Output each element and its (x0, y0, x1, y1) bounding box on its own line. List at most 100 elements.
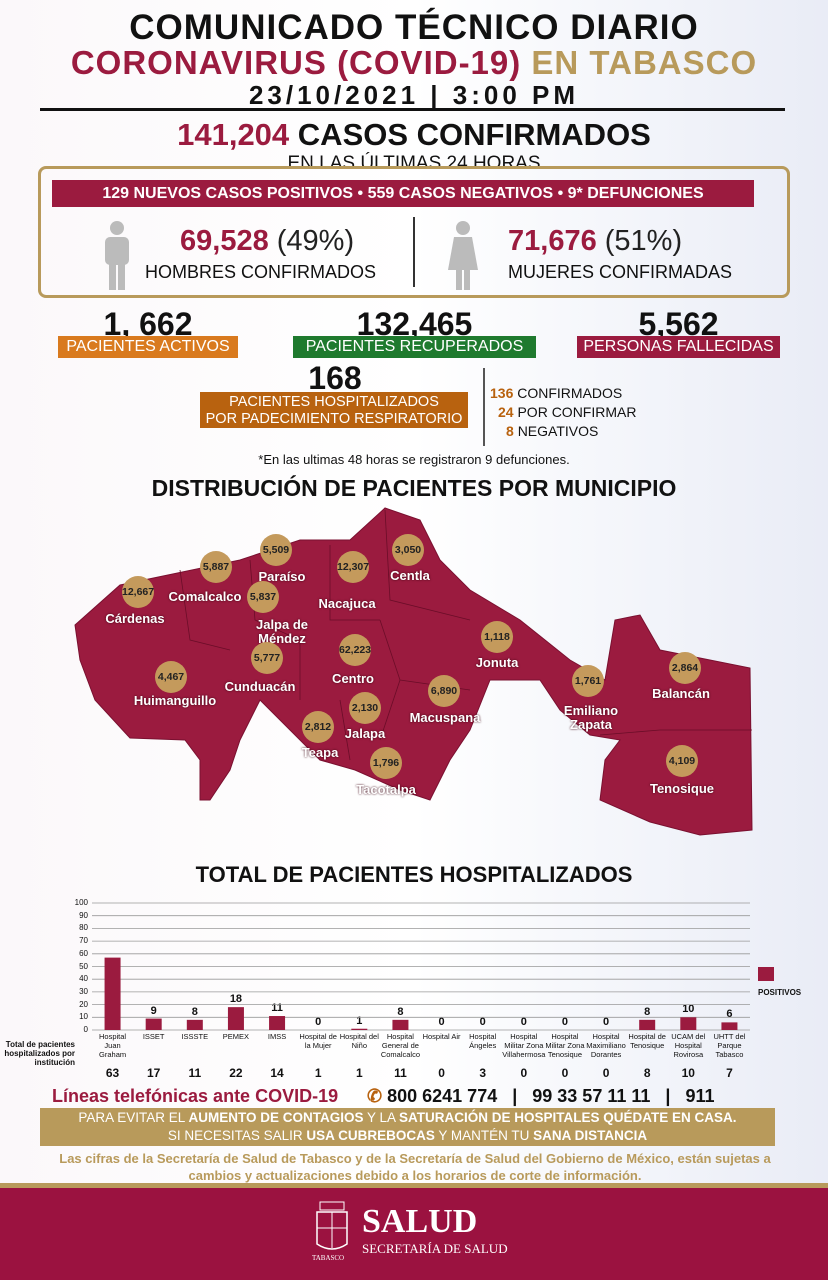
bar-value-label: 0 (315, 1016, 322, 1028)
bar-value-label: 0 (561, 1016, 568, 1028)
footer (0, 1188, 828, 1280)
municipality-cases-bubble: 5,777 (251, 642, 283, 674)
bar-value-label: 0 (479, 1016, 486, 1028)
y-tick-label: 60 (79, 948, 88, 958)
institution-total: 0 (520, 1066, 528, 1080)
page-subtitle: CORONAVIRUS (COVID-19) EN TABASCO (0, 44, 828, 82)
municipality-cases-bubble: 5,509 (260, 534, 292, 566)
divider (413, 217, 415, 287)
bar (351, 1028, 368, 1030)
municipality-cases-bubble: 2,864 (669, 652, 701, 684)
municipality-name: Teapa (301, 745, 339, 760)
y-tick-label: 30 (79, 986, 88, 996)
deceased-label: PERSONAS FALLECIDAS (577, 336, 780, 358)
municipality-cases-bubble: 12,307 (337, 551, 369, 583)
x-category-label: Hospital Ángeles (469, 1032, 497, 1050)
municipality-cases-bubble: 1,796 (370, 747, 402, 779)
x-category-label: ISSET (142, 1032, 165, 1041)
confirmed-cases: 141,204 CASOS CONFIRMADOS (0, 117, 828, 153)
totals-label: Total de pacientes hospitalizados por in… (4, 1040, 75, 1067)
hospitalized-value: 168 (308, 360, 362, 396)
municipality-name: Comalcalco (168, 589, 242, 604)
bar-value-label: 8 (397, 1005, 404, 1018)
municipality-cases-bubble: 12,667 (122, 576, 154, 608)
x-category-label: UHTT del Parque Tabasco (713, 1032, 746, 1059)
women-count: 71,676 (51%) (508, 225, 683, 257)
brand-salud: SALUD (362, 1203, 478, 1240)
hospitalized-label: PACIENTES HOSPITALIZADOS POR PADECIMIENTO… (200, 392, 468, 428)
disclaimer: Las cifras de la Secretaría de Salud de … (59, 1151, 771, 1183)
municipality-name: Paraíso (258, 569, 306, 584)
man-icon (105, 221, 129, 290)
institution-total: 1 (314, 1066, 322, 1080)
footer-stripe (0, 1183, 828, 1189)
municipality-name: Tacotalpa (356, 782, 416, 797)
institution-total: 7 (726, 1066, 733, 1080)
bar-value-label: 0 (603, 1016, 610, 1028)
seal-text: TABASCO (312, 1254, 345, 1262)
bar (269, 1016, 286, 1030)
bar (145, 1018, 162, 1030)
bar-value-label: 18 (229, 993, 243, 1006)
x-category-label: PEMEX (222, 1032, 250, 1041)
institution-total: 22 (229, 1066, 243, 1080)
x-category-label: Hospital General de Comalcalco (380, 1032, 421, 1059)
page-title: COMUNICADO TÉCNICO DIARIO (129, 8, 699, 47)
confirmed-total: 141,204 (177, 117, 290, 152)
municipality-name: Jalapa (344, 726, 386, 741)
confirmed-label: CASOS CONFIRMADOS (297, 117, 651, 152)
active-label: PACIENTES ACTIVOS (58, 336, 238, 358)
x-category-label: Hospital Militar Zona Tenosique (545, 1032, 585, 1059)
recovered-label: PACIENTES RECUPERADOS (293, 336, 536, 358)
bar (186, 1019, 203, 1030)
municipality-name: Huimanguillo (133, 693, 217, 708)
institution-total: 0 (561, 1066, 569, 1080)
last24-summary: 129 NUEVOS CASOS POSITIVOS • 559 CASOS N… (52, 180, 754, 207)
phone-1[interactable]: 800 6241 774 (387, 1086, 498, 1106)
y-tick-label: 50 (79, 961, 88, 971)
municipality-cases-bubble: 6,890 (428, 675, 460, 707)
municipality-cases-bubble: 5,837 (247, 581, 279, 613)
bar-value-label: 0 (520, 1016, 527, 1028)
phone-2[interactable]: 99 33 57 11 11 (532, 1086, 651, 1106)
chart-title: TOTAL DE PACIENTES HOSPITALIZADOS (195, 862, 633, 887)
note: *En las ultimas 48 horas se registraron … (258, 452, 570, 467)
institution-total: 14 (270, 1066, 284, 1080)
municipality-cases-bubble: 5,887 (200, 551, 232, 583)
x-category-label: ISSSTE (181, 1032, 209, 1041)
municipality-name: Balancán (652, 686, 710, 701)
institution-total: 10 (681, 1066, 695, 1080)
map-title: DISTRIBUCIÓN DE PACIENTES POR MUNICIPIO (151, 475, 677, 501)
bar (227, 1007, 244, 1030)
municipality-name: Tenosique (649, 781, 715, 796)
phone-3[interactable]: 911 (685, 1086, 715, 1106)
divider (40, 108, 785, 111)
tabasco-map (74, 507, 753, 836)
municipality-name: Emiliano Zapata (563, 703, 619, 732)
bar-value-label: 8 (644, 1005, 651, 1018)
phone-lines-label: Líneas telefónicas ante COVID-19 (52, 1086, 339, 1106)
municipality-cases-bubble: 3,050 (392, 534, 424, 566)
bar (639, 1019, 656, 1030)
gender-box (38, 166, 790, 298)
institution-total: 0 (438, 1066, 445, 1080)
x-category-label: Hospital Air (422, 1032, 461, 1041)
bar-value-label: 8 (191, 1005, 198, 1018)
men-label: HOMBRES CONFIRMADOS (145, 262, 377, 282)
bar (680, 1017, 697, 1030)
legend-swatch (758, 967, 774, 981)
bar (721, 1022, 738, 1030)
x-category-label: Hospital del Niño (339, 1032, 379, 1050)
x-category-label: Hospital Juan Graham (99, 1032, 127, 1059)
institution-total: 63 (105, 1066, 120, 1080)
y-tick-label: 40 (79, 974, 88, 984)
institution-total: 1 (355, 1066, 363, 1080)
municipality-name: Centla (390, 568, 430, 583)
tabasco-seal-logo (316, 1201, 348, 1250)
bar (104, 957, 121, 1030)
bar-value-label: 6 (726, 1008, 733, 1021)
x-category-label: UCAM del Hospital Rovirosa (671, 1032, 706, 1059)
y-tick-label: 80 (79, 923, 88, 933)
municipality-name: Macuspana (409, 710, 481, 725)
institution-total: 17 (147, 1066, 161, 1080)
